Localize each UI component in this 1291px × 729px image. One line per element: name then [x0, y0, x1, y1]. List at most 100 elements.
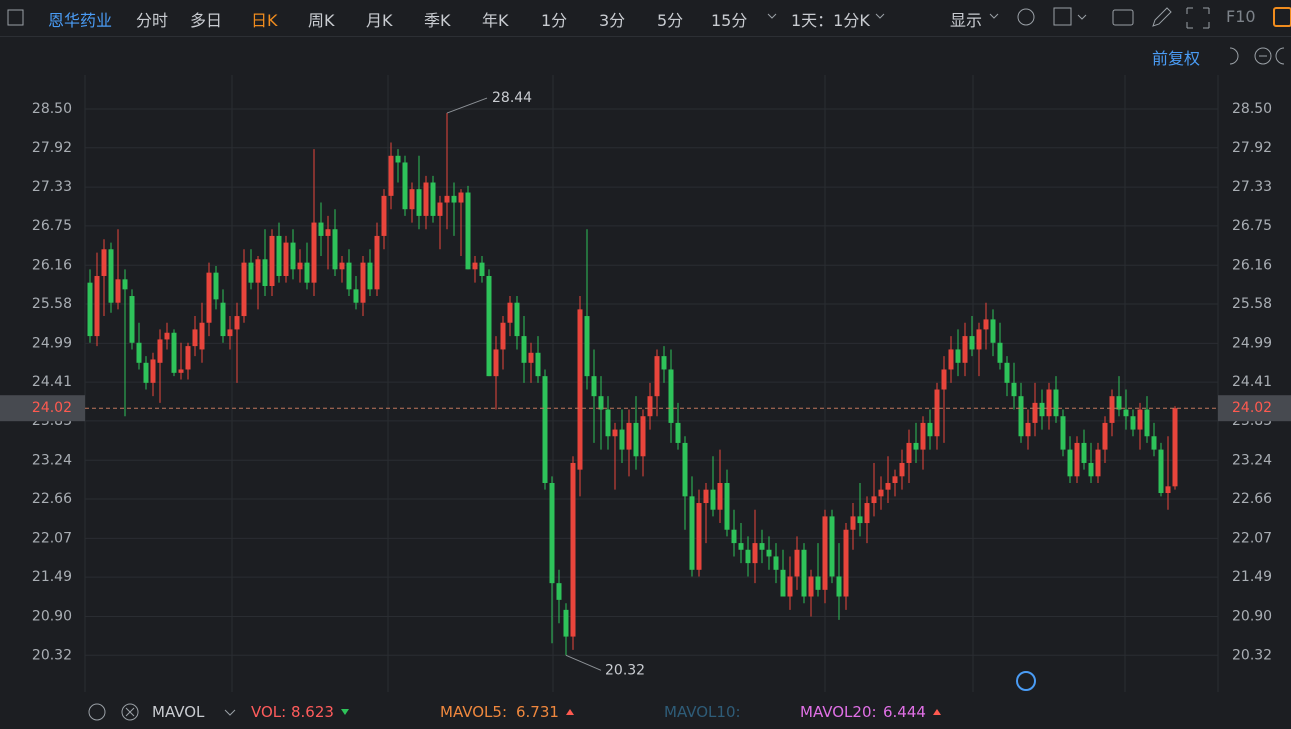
- indicator-name[interactable]: MAVOL: [152, 703, 205, 721]
- zoom-in-icon[interactable]: [1275, 47, 1284, 65]
- candle-body: [822, 516, 828, 590]
- trend-arrow: [566, 709, 574, 715]
- panel-icon[interactable]: [6, 8, 26, 28]
- candle-body: [262, 259, 268, 287]
- indicator-label: MAVOL10:: [664, 703, 741, 721]
- pen-icon[interactable]: [1152, 7, 1172, 27]
- period-tab[interactable]: 多日: [190, 11, 223, 30]
- candle-body: [1158, 449, 1164, 494]
- candle-body: [591, 376, 597, 397]
- candle-body: [430, 182, 436, 216]
- candle-body: [115, 279, 121, 303]
- candle-body: [178, 369, 184, 373]
- chevron[interactable]: [989, 13, 999, 19]
- chevron[interactable]: [875, 13, 885, 19]
- candle-body: [437, 202, 443, 216]
- locate-icon[interactable]: [1016, 671, 1036, 691]
- candle-body: [367, 262, 373, 290]
- candle-body: [1144, 409, 1150, 437]
- candle-body: [500, 322, 506, 350]
- close-icon[interactable]: [121, 703, 139, 721]
- candle-body: [255, 259, 261, 283]
- candle-body: [801, 549, 807, 597]
- stock-name[interactable]: 恩华药业: [48, 11, 113, 30]
- candle-body: [234, 316, 240, 330]
- period-tab[interactable]: 季K: [424, 11, 451, 30]
- chevron[interactable]: [222, 696, 238, 729]
- trend-arrow: [341, 709, 349, 715]
- zoom-out-icon[interactable]: [1254, 47, 1272, 65]
- y-tick-label: 26.16: [1232, 257, 1272, 273]
- camera-icon[interactable]: [1112, 9, 1134, 26]
- f10[interactable]: F10: [1226, 7, 1256, 26]
- candle-body: [423, 182, 429, 216]
- candle-body: [290, 242, 296, 270]
- candle-body: [724, 482, 730, 530]
- candle-body: [136, 342, 142, 363]
- candle-body: [577, 309, 583, 470]
- period-tab[interactable]: 5分: [657, 11, 684, 30]
- candle-body: [1102, 422, 1108, 450]
- period-tab[interactable]: 15分: [711, 11, 748, 30]
- candle-body: [206, 272, 212, 323]
- box-icon[interactable]: [1053, 7, 1072, 26]
- candle-body: [416, 189, 422, 216]
- y-tick-label: 27.33: [32, 179, 72, 195]
- toolbar: 恩华药业 1天：1分K 显示 F10 分时 多日 日K 周K 月K 季K 年K 1分 3分 5分 1…: [0, 0, 1291, 37]
- candle-body: [311, 222, 317, 283]
- candle-body: [402, 162, 408, 210]
- reset-icon[interactable]: [1229, 47, 1239, 65]
- chevron[interactable]: [767, 13, 777, 19]
- edge-icon[interactable]: [1271, 0, 1291, 36]
- settings-icon[interactable]: [88, 703, 106, 721]
- period-tab[interactable]: 日K: [251, 11, 278, 30]
- toolbar-icons: [767, 7, 1087, 26]
- candle-body: [661, 356, 667, 370]
- candle-body: [346, 262, 352, 290]
- period-tab[interactable]: 月K: [366, 11, 393, 30]
- candle-body: [514, 302, 520, 337]
- period-tab[interactable]: 周K: [308, 11, 335, 30]
- settings-icon[interactable]: [1017, 8, 1035, 26]
- period-tab[interactable]: 1分: [541, 11, 568, 30]
- candle-body: [1088, 462, 1094, 477]
- candle-body: [143, 362, 149, 383]
- candle-body: [283, 242, 289, 276]
- y-tick-label: 26.75: [1232, 218, 1272, 234]
- trend-arrow: [933, 709, 941, 715]
- candle-body: [731, 529, 737, 544]
- candle-body: [927, 422, 933, 437]
- candle-body: [878, 489, 884, 497]
- indicator-bar: MAVOL VOL: 8.623 MAVOL5: 6.731 MAVOL10: MAVOL…: [0, 696, 1291, 729]
- candle-body: [689, 496, 695, 570]
- y-tick-label: 22.07: [32, 530, 72, 546]
- candle-body: [297, 262, 303, 270]
- y-tick-label: 24.99: [1232, 335, 1272, 351]
- candle-body: [815, 576, 821, 590]
- candle-body: [108, 249, 114, 303]
- candle-body: [542, 376, 548, 483]
- y-tick-label: 22.07: [1232, 530, 1272, 546]
- min-leader: [565, 654, 602, 671]
- candle-body: [276, 235, 282, 276]
- interval[interactable]: 1天：1分K: [791, 11, 870, 30]
- candle-body: [983, 319, 989, 330]
- candle-body: [696, 503, 702, 570]
- candle-body: [374, 235, 380, 290]
- candle-body: [164, 332, 170, 340]
- fullscreen-icon[interactable]: [1186, 7, 1210, 29]
- chevron[interactable]: [1077, 14, 1087, 20]
- candle-body: [458, 192, 464, 203]
- period-tab[interactable]: 年K: [482, 11, 509, 30]
- candle-body: [710, 489, 716, 510]
- period-tab[interactable]: 分时: [136, 11, 169, 30]
- candle-body: [605, 409, 611, 437]
- y-tick-label: 24.41: [32, 374, 72, 390]
- y-tick-label: 27.33: [1232, 179, 1272, 195]
- display-menu[interactable]: 显示: [950, 11, 983, 30]
- adjust-mode[interactable]: 前复权: [1152, 49, 1201, 68]
- candle-body: [969, 336, 975, 350]
- period-tab[interactable]: 3分: [599, 11, 626, 30]
- candle-body: [997, 342, 1003, 363]
